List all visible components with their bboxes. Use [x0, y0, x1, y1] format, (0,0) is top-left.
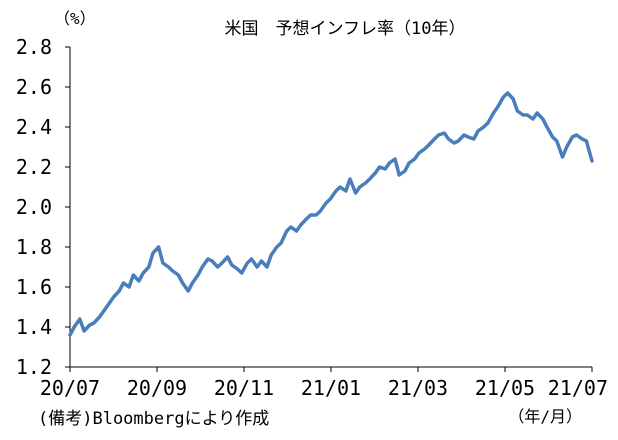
- y-tick-label: 2.0: [16, 195, 52, 219]
- x-tick-label: 21/07: [548, 376, 608, 400]
- x-tick-label: 20/07: [40, 376, 100, 400]
- y-tick-label: 1.4: [16, 315, 52, 339]
- y-tick-label: 2.2: [16, 155, 52, 179]
- y-tick-label: 1.8: [16, 235, 52, 259]
- source-note: (備考)Bloombergにより作成: [38, 409, 269, 429]
- x-tick-label: 20/09: [127, 376, 187, 400]
- y-tick-label: 2.6: [16, 75, 52, 99]
- y-tick-label: 1.6: [16, 275, 52, 299]
- x-axis-unit-label: （年/月）: [508, 407, 582, 426]
- y-tick-label: 2.4: [16, 115, 52, 139]
- y-tick-label: 2.8: [16, 35, 52, 59]
- y-axis-unit-label: （%）: [54, 9, 96, 28]
- y-axis-ticks: 1.2 1.4 1.6 1.8 2.0 2.2 2.4 2.6 2.8: [16, 35, 70, 379]
- x-tick-label: 21/03: [388, 376, 448, 400]
- x-tick-label: 21/01: [301, 376, 361, 400]
- x-tick-label: 20/11: [214, 376, 274, 400]
- y-tick-label: 1.2: [16, 355, 52, 379]
- chart-title: 米国 予想インフレ率（10年）: [225, 19, 466, 39]
- x-axis-ticks: 20/07 20/09 20/11 21/01 21/03 21/05 21/07: [40, 367, 608, 400]
- inflation-series-line: [68, 91, 594, 337]
- x-tick-label: 21/05: [475, 376, 535, 400]
